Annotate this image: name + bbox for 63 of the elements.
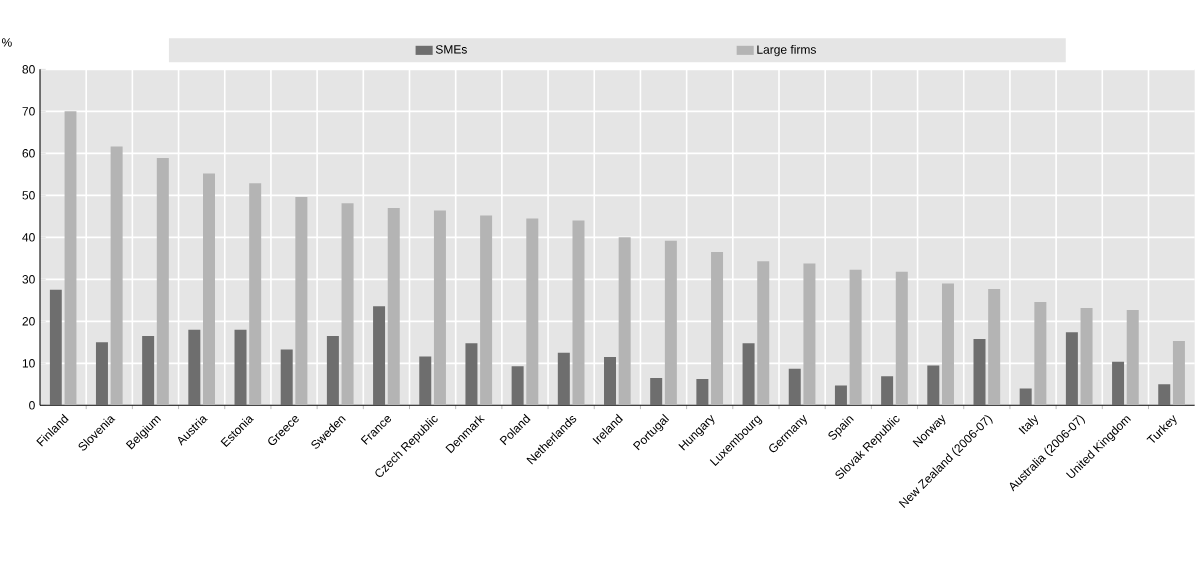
bar [156,157,169,406]
bar [373,306,386,406]
bar [419,356,432,406]
x-tick-label: Italy [1018,414,1039,435]
bar [1080,307,1093,406]
bar [1019,388,1032,406]
bar [788,368,801,406]
bar [387,207,400,406]
bar [511,366,524,406]
bar [650,378,663,406]
bar [64,111,77,406]
bar [1112,361,1125,406]
bar [557,352,570,406]
bar [664,240,677,406]
bar [249,183,262,406]
bar [1065,332,1078,406]
bar [696,378,709,406]
bar [433,210,446,406]
bar [1126,310,1139,406]
bar [927,365,940,406]
bar [1172,341,1185,406]
y-tick-label: 0 [29,401,35,410]
bar [618,237,631,406]
bar [188,329,201,406]
bar [742,343,755,406]
bar [49,289,62,406]
bar [110,146,123,406]
y-tick-label: 50 [22,191,35,200]
bar [295,197,308,406]
bar [803,263,816,406]
bar [572,220,585,406]
bar [465,343,478,406]
y-tick-label: 10 [22,359,35,368]
y-axis-title: % [1,38,12,47]
bar [341,203,354,406]
bar [95,342,108,406]
y-tick-label: 60 [22,149,35,158]
bar [834,385,847,406]
bar [988,289,1001,406]
y-tick-label: 20 [22,317,35,326]
bar [849,269,862,406]
bar [895,271,908,406]
bar [1158,384,1171,406]
bar [480,215,493,406]
bar [142,336,155,406]
bar [604,357,617,406]
bar [941,283,954,406]
legend-label: SMEs [435,45,467,54]
bar [202,173,215,406]
bar [234,329,247,406]
bar [1034,302,1047,406]
bar [526,218,539,406]
bar [711,252,724,406]
y-tick-label: 70 [22,107,35,116]
bar [280,349,293,406]
y-tick-label: 40 [22,233,35,242]
bar [326,336,339,406]
y-tick-label: 30 [22,275,35,284]
bar [757,261,770,406]
y-tick-label: 80 [22,65,35,74]
bar [881,376,894,406]
legend-label: Large firms [757,44,816,57]
bar [973,338,986,406]
